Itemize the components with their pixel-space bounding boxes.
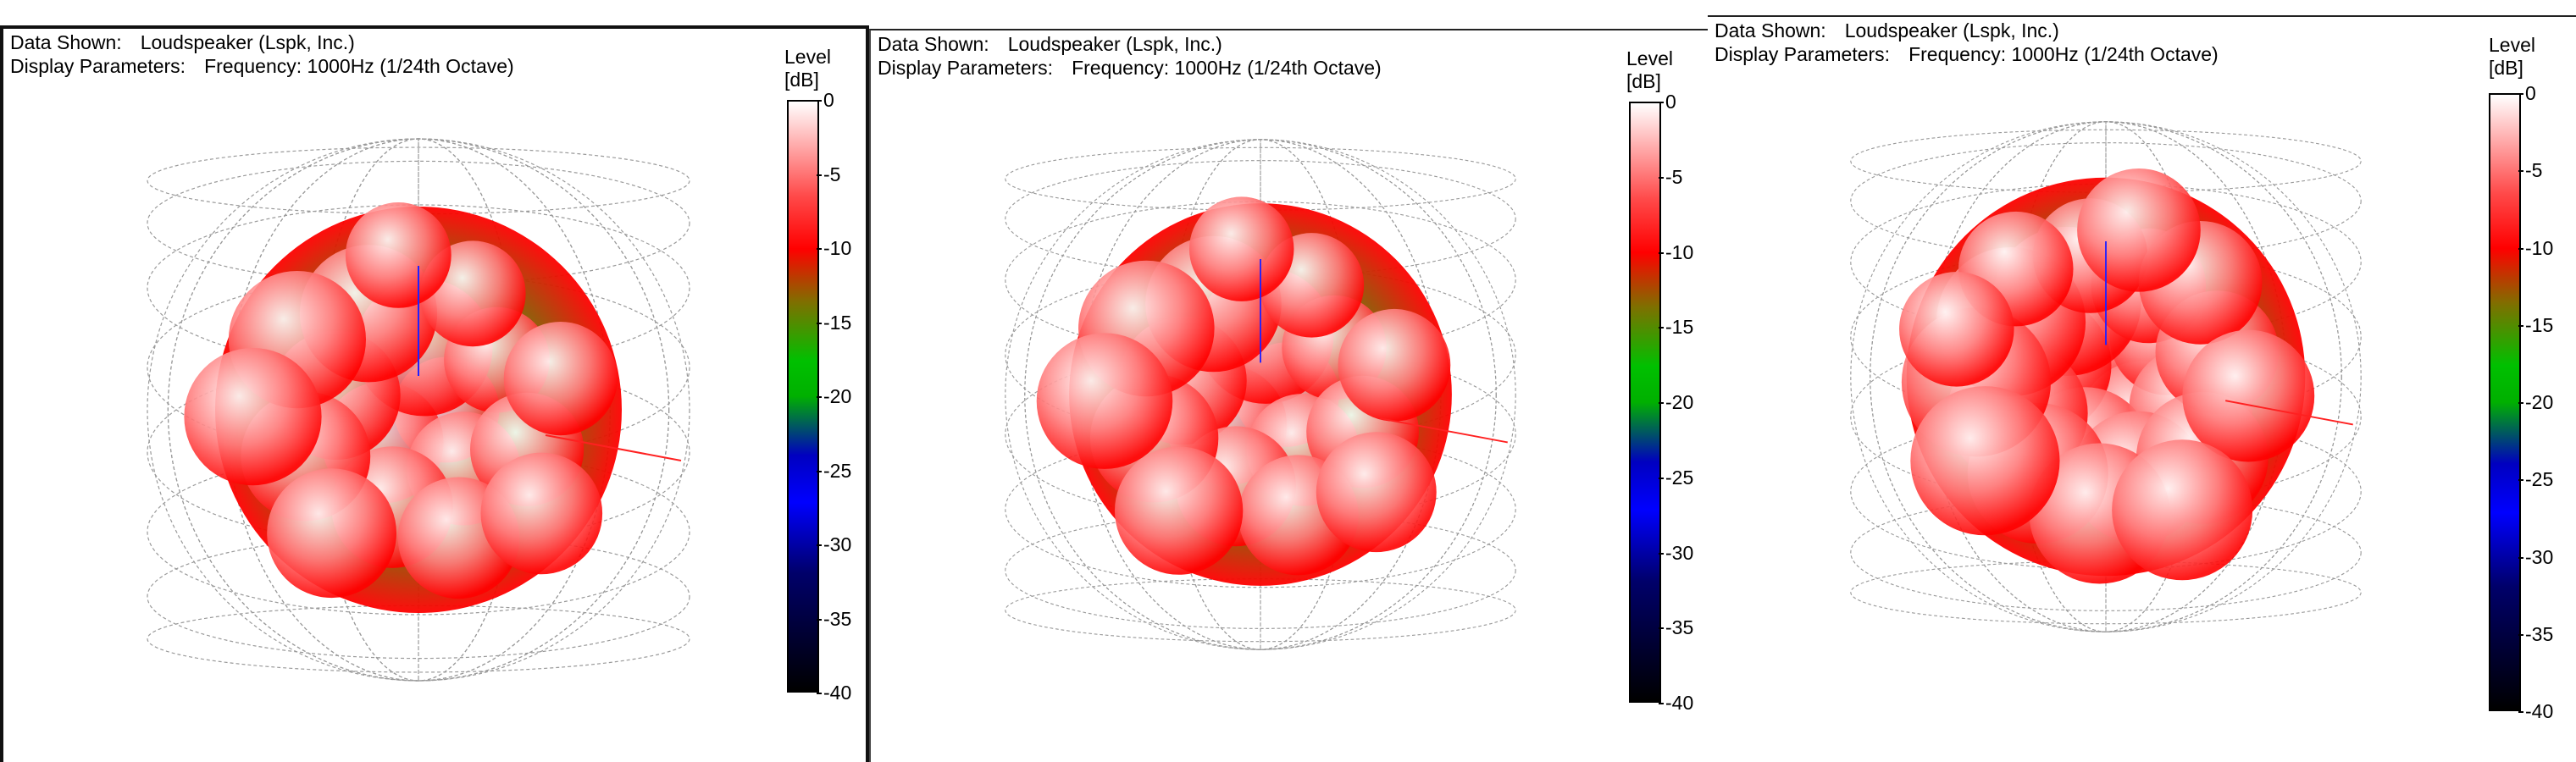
balloon-plot-panel-1: Data Shown: Loudspeaker (Lspk, Inc.) Disp… [0, 25, 869, 762]
balloon-viewport[interactable] [989, 124, 1532, 665]
legend-tick-label: -35 [2518, 622, 2554, 645]
legend-title: Level [dB] [2489, 34, 2535, 80]
legend-tick-label: -40 [2518, 700, 2554, 722]
balloon-viewport[interactable] [1835, 102, 2377, 652]
legend-tick-label: -25 [2518, 468, 2554, 491]
info-header: Data Shown: Loudspeaker (Lspk, Inc.) Disp… [10, 30, 514, 78]
legend-tick-label: 0 [2518, 82, 2536, 104]
display-parameters-label: Display Parameters: [878, 57, 1054, 79]
legend-title: Level [dB] [1626, 47, 1673, 93]
legend-tick-label: -15 [2518, 313, 2554, 336]
legend-tick-label: -25 [816, 459, 852, 482]
legend-tick-label: -25 [1658, 466, 1694, 489]
legend-tick-label: -5 [2518, 159, 2543, 182]
legend-title: Level [dB] [784, 46, 831, 91]
legend-tick-label: 0 [1659, 91, 1676, 113]
legend-title-unit: [dB] [784, 69, 819, 91]
info-header: Data Shown: Loudspeaker (Lspk, Inc.) Disp… [878, 32, 1382, 80]
legend-tick-label: -30 [1658, 541, 1694, 564]
level-legend: Level [dB] 0 -5 -10 -15 -20 -25 -30 -35 -40 [1608, 47, 1701, 759]
x-axis-line [1380, 417, 1508, 444]
legend-title-level: Level [784, 46, 831, 68]
legend-title-level: Level [2489, 34, 2535, 56]
balloon-viewport[interactable] [130, 122, 706, 698]
display-parameters-label: Display Parameters: [10, 55, 186, 77]
level-legend: Level [dB] 0 -5 -10 -15 -20 -25 -30 -35 -40 [766, 46, 859, 757]
data-shown-value: Loudspeaker (Lspk, Inc.) [1007, 33, 1222, 55]
radiation-balloon [184, 202, 622, 613]
legend-tick-label: -20 [1658, 391, 1694, 413]
legend-color-bar [2489, 93, 2521, 711]
x-axis-line [545, 434, 682, 461]
radiation-balloon [1036, 196, 1452, 586]
legend-color-bar [787, 100, 819, 693]
data-shown-label: Data Shown: [1715, 19, 1826, 41]
x-axis-line [2225, 400, 2353, 426]
legend-tick-label: -35 [1658, 616, 1694, 639]
info-header: Data Shown: Loudspeaker (Lspk, Inc.) Disp… [1715, 19, 2219, 66]
legend-tick-label: 0 [817, 89, 834, 111]
legend-title-unit: [dB] [1626, 70, 1661, 92]
balloon-plot-panel-3: Data Shown: Loudspeaker (Lspk, Inc.) Disp… [1708, 15, 2576, 762]
legend-tick-label: -30 [2518, 545, 2554, 568]
legend-tick-label: -5 [816, 163, 841, 185]
data-shown-value: Loudspeaker (Lspk, Inc.) [140, 31, 355, 53]
legend-tick-label: -15 [1658, 316, 1694, 339]
legend-tick-label: -40 [1658, 692, 1694, 714]
display-parameters-value: Frequency: 1000Hz (1/24th Octave) [1908, 43, 2219, 65]
legend-tick-label: -10 [1658, 240, 1694, 263]
level-legend: Level [dB] 0 -5 -10 -15 -20 -25 -30 -35 -40 [2470, 34, 2563, 754]
data-shown-label: Data Shown: [10, 31, 122, 53]
legend-tick-label: -10 [816, 237, 852, 259]
display-parameters-value: Frequency: 1000Hz (1/24th Octave) [1072, 57, 1382, 79]
legend-tick-label: -20 [2518, 391, 2554, 413]
display-parameters-label: Display Parameters: [1715, 43, 1891, 65]
legend-tick-label: -15 [816, 311, 852, 334]
legend-tick-label: -10 [2518, 236, 2554, 259]
data-shown-value: Loudspeaker (Lspk, Inc.) [1844, 19, 2059, 41]
legend-tick-label: -5 [1658, 165, 1683, 188]
legend-tick-label: -40 [816, 682, 852, 704]
legend-tick-label: -35 [816, 607, 852, 630]
legend-color-bar [1629, 102, 1661, 703]
balloon-plot-panel-2: Data Shown: Loudspeaker (Lspk, Inc.) Disp… [869, 29, 1708, 762]
radiation-balloon [1899, 168, 2315, 584]
legend-title-unit: [dB] [2489, 57, 2523, 79]
legend-tick-label: -20 [816, 385, 852, 407]
display-parameters-value: Frequency: 1000Hz (1/24th Octave) [204, 55, 514, 77]
legend-tick-label: -30 [816, 533, 852, 555]
legend-title-level: Level [1626, 47, 1673, 69]
data-shown-label: Data Shown: [878, 33, 989, 55]
